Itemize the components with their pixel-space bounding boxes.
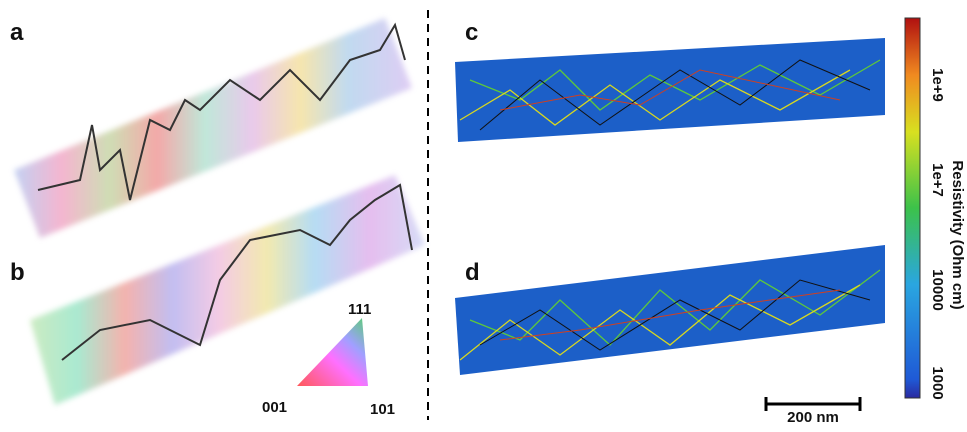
- map-c: [455, 38, 885, 142]
- colorbar-tick: 10000: [929, 269, 946, 311]
- colorbar-label: Resistivity (Ohm cm): [949, 160, 966, 309]
- ipf-triangle: [297, 318, 368, 386]
- panel-label: c: [465, 19, 478, 46]
- map-d: [455, 245, 885, 375]
- colorbar-tick: 1e+7: [929, 163, 946, 197]
- ipf-label: 111: [348, 301, 371, 318]
- ipf-label: 001: [262, 399, 287, 416]
- colorbar-tick: 1e+9: [929, 68, 946, 102]
- panel-label: b: [10, 259, 25, 286]
- colorbar-tick: 1000: [929, 366, 946, 399]
- panel-label: a: [10, 19, 24, 46]
- ipf-label: 101: [370, 401, 395, 418]
- figure: a b c d 111 001 101 200 nm 1e+9 1e+7 100…: [0, 0, 967, 427]
- panel-label: d: [465, 259, 480, 286]
- scale-bar-label: 200 nm: [787, 409, 839, 426]
- colorbar: [905, 18, 920, 398]
